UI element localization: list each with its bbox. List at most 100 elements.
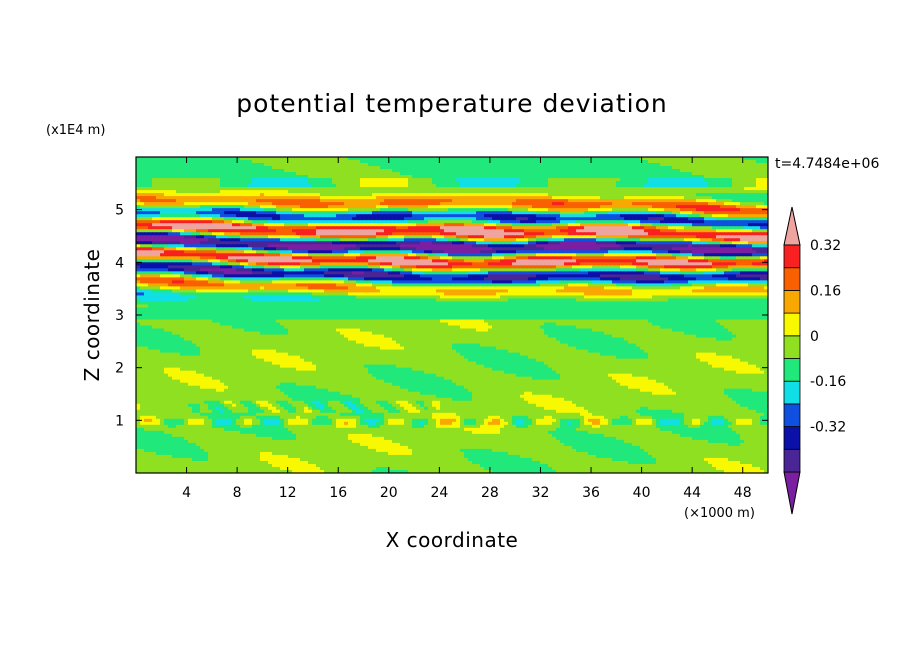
contour-cell bbox=[432, 220, 437, 224]
contour-cell bbox=[400, 196, 405, 200]
contour-cell bbox=[276, 214, 281, 218]
contour-cell bbox=[516, 199, 521, 203]
contour-cell bbox=[372, 223, 377, 227]
contour-cell bbox=[364, 193, 369, 197]
contour-cell bbox=[592, 178, 597, 182]
contour-cell bbox=[648, 235, 653, 239]
contour-cell bbox=[424, 226, 429, 230]
contour-cell bbox=[304, 184, 309, 188]
contour-cell bbox=[748, 211, 753, 215]
contour-cell bbox=[688, 169, 693, 173]
contour-cell bbox=[740, 205, 745, 209]
contour-cell bbox=[208, 238, 213, 242]
contour-cell bbox=[356, 187, 361, 191]
contour-cell bbox=[576, 181, 581, 185]
contour-cell bbox=[260, 220, 265, 224]
contour-cell bbox=[616, 193, 621, 197]
contour-cell bbox=[324, 166, 329, 170]
contour-cell bbox=[356, 205, 361, 209]
contour-cell bbox=[204, 217, 209, 221]
contour-cell bbox=[684, 238, 689, 242]
contour-cell bbox=[640, 196, 645, 200]
contour-cell bbox=[228, 220, 233, 224]
contour-cell bbox=[340, 235, 345, 239]
contour-cell bbox=[564, 181, 569, 185]
contour-cell bbox=[516, 226, 521, 230]
contour-cell bbox=[752, 178, 757, 182]
contour-cell bbox=[660, 184, 665, 188]
contour-cell bbox=[672, 217, 677, 221]
contour-cell bbox=[192, 199, 197, 203]
contour-cell bbox=[588, 169, 593, 173]
contour-cell bbox=[632, 160, 637, 164]
contour-cell bbox=[196, 241, 201, 245]
contour-cell bbox=[240, 181, 245, 185]
contour-cell bbox=[720, 202, 725, 206]
contour-cell bbox=[492, 178, 497, 182]
contour-cell bbox=[232, 220, 237, 224]
contour-cell bbox=[580, 178, 585, 182]
contour-cell bbox=[408, 235, 413, 239]
contour-cell bbox=[236, 229, 241, 233]
contour-cell bbox=[284, 223, 289, 227]
contour-cell bbox=[648, 175, 653, 179]
contour-cell bbox=[328, 247, 333, 251]
contour-cell bbox=[556, 172, 561, 176]
contour-cell bbox=[352, 160, 357, 164]
contour-cell bbox=[140, 205, 145, 209]
contour-cell bbox=[176, 202, 181, 206]
contour-cell bbox=[296, 238, 301, 242]
contour-cell bbox=[576, 211, 581, 215]
contour-cell bbox=[736, 214, 741, 218]
contour-cell bbox=[240, 160, 245, 164]
contour-cell bbox=[184, 223, 189, 227]
contour-cell bbox=[232, 241, 237, 245]
contour-cell bbox=[688, 184, 693, 188]
contour-cell bbox=[180, 214, 185, 218]
contour-cell bbox=[180, 235, 185, 239]
contour-cell bbox=[328, 220, 333, 224]
contour-cell bbox=[532, 199, 537, 203]
contour-cell bbox=[272, 196, 277, 200]
contour-cell bbox=[452, 190, 457, 194]
contour-cell bbox=[700, 214, 705, 218]
contour-cell bbox=[268, 193, 273, 197]
contour-cell bbox=[440, 238, 445, 242]
contour-cell bbox=[416, 235, 421, 239]
contour-cell bbox=[340, 202, 345, 206]
contour-cell bbox=[148, 187, 153, 191]
contour-cell bbox=[384, 247, 389, 251]
contour-cell bbox=[148, 208, 153, 212]
contour-cell bbox=[152, 205, 157, 209]
contour-cell bbox=[724, 160, 729, 164]
contour-cell bbox=[528, 226, 533, 230]
contour-cell bbox=[168, 169, 173, 173]
contour-cell bbox=[548, 190, 553, 194]
contour-cell bbox=[272, 211, 277, 215]
contour-cell bbox=[764, 244, 768, 248]
contour-cell bbox=[528, 229, 533, 233]
contour-cell bbox=[404, 169, 409, 173]
contour-cell bbox=[368, 226, 373, 230]
contour-cell bbox=[428, 244, 433, 248]
contour-cell bbox=[516, 214, 521, 218]
contour-cell bbox=[448, 208, 453, 212]
contour-cell bbox=[388, 229, 393, 233]
contour-cell bbox=[256, 175, 261, 179]
contour-cell bbox=[356, 211, 361, 215]
contour-cell bbox=[268, 169, 273, 173]
contour-cell bbox=[484, 238, 489, 242]
contour-cell bbox=[556, 217, 561, 221]
contour-cell bbox=[532, 220, 537, 224]
contour-cell bbox=[740, 181, 745, 185]
contour-cell bbox=[320, 166, 325, 170]
contour-cell bbox=[508, 235, 513, 239]
contour-cell bbox=[192, 181, 197, 185]
contour-cell bbox=[504, 208, 509, 212]
contour-cell bbox=[136, 190, 141, 194]
contour-cell bbox=[228, 208, 233, 212]
contour-cell bbox=[548, 157, 553, 161]
contour-cell bbox=[632, 238, 637, 242]
contour-cell bbox=[136, 211, 141, 215]
contour-cell bbox=[740, 199, 745, 203]
